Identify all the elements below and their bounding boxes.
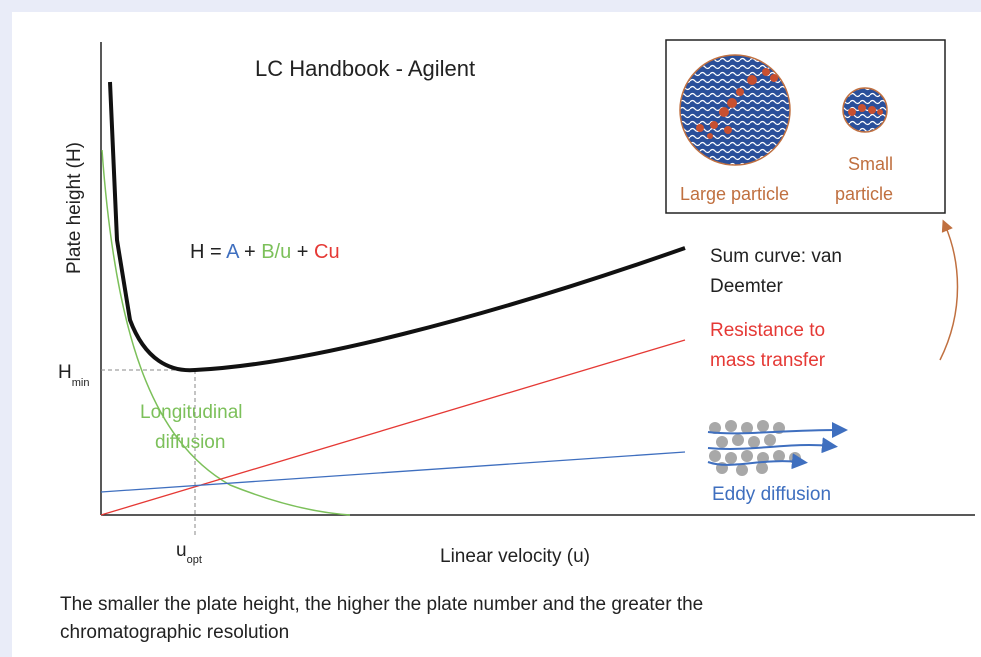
longitudinal-curve bbox=[101, 149, 351, 516]
uopt-main: u bbox=[176, 540, 187, 561]
x-axis-label: Linear velocity (u) bbox=[440, 546, 590, 567]
small-label: particle bbox=[835, 184, 893, 204]
hmin-sub: min bbox=[72, 377, 90, 389]
hmin-label: Hmin bbox=[58, 362, 89, 389]
y-axis-label: Plate height (H) bbox=[64, 142, 85, 274]
eddy-arrows bbox=[707, 422, 848, 470]
eddy-particles bbox=[709, 420, 801, 476]
small-label: Small bbox=[848, 154, 893, 174]
sum-label: Deemter bbox=[710, 276, 784, 297]
caption: The smaller the plate height, the higher… bbox=[60, 594, 703, 615]
hmin-main: H bbox=[58, 362, 72, 383]
sum-label: Sum curve: van bbox=[710, 246, 842, 267]
longitudinal-label: Longitudinal bbox=[140, 402, 242, 423]
mass-transfer-label: Resistance to bbox=[710, 320, 825, 341]
eq-b: B/u bbox=[261, 241, 291, 263]
inset-arrow bbox=[939, 219, 959, 361]
analyte-dots bbox=[696, 68, 883, 139]
eq-c: Cu bbox=[314, 241, 340, 263]
eq-plus: + bbox=[238, 241, 261, 263]
sum-curve bbox=[108, 81, 686, 373]
longitudinal-label: diffusion bbox=[155, 432, 225, 453]
uopt-sub: opt bbox=[187, 554, 202, 566]
eddy-line bbox=[100, 451, 686, 493]
eq-plus: + bbox=[291, 241, 314, 263]
mass-transfer-label: mass transfer bbox=[710, 350, 826, 371]
eq-h: H = bbox=[190, 241, 226, 263]
caption: chromatographic resolution bbox=[60, 622, 289, 643]
uopt-label: uopt bbox=[176, 540, 202, 566]
title: LC Handbook - Agilent bbox=[255, 56, 475, 81]
equation: H = A + B/u + Cu bbox=[190, 241, 340, 263]
large-particle bbox=[679, 54, 791, 166]
large-label: Large particle bbox=[680, 184, 789, 204]
eq-a: A bbox=[226, 241, 240, 263]
eddy-label: Eddy diffusion bbox=[712, 484, 831, 505]
